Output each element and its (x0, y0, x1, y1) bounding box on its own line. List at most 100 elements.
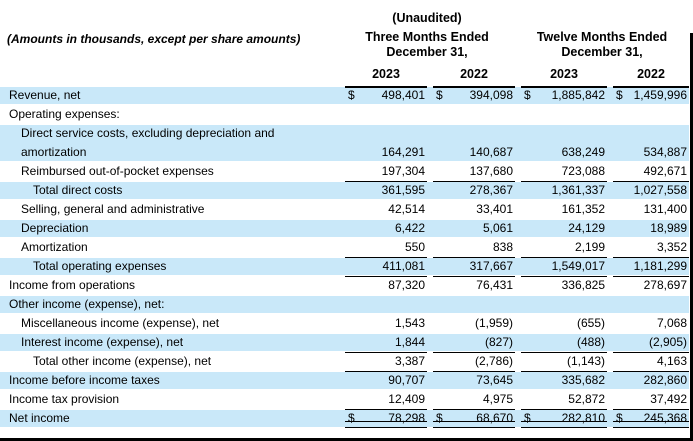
row-value: 5,061 (433, 219, 515, 238)
table-row: Miscellaneous income (expense), net 1,543… (0, 314, 689, 333)
value-text: 68,670 (476, 411, 513, 425)
row-value-cell: 1,549,017 (515, 257, 607, 277)
value-text: 1,549,017 (551, 259, 605, 273)
row-label: Income from operations (9, 278, 136, 292)
row-label: Interest income (expense), net (21, 335, 184, 349)
value-text: 90,707 (388, 373, 425, 387)
twelve-months-line1: Twelve Months Ended (536, 30, 668, 44)
row-value: 336,825 (521, 276, 607, 295)
value-text: 7,068 (656, 316, 687, 330)
row-value: 411,081 (345, 257, 427, 277)
row-value: 1,844 (345, 333, 427, 353)
row-value: 131,400 (613, 200, 689, 219)
value-text: 161,352 (561, 202, 605, 216)
amounts-note: (Amounts in thousands, except per share … (7, 32, 301, 46)
row-value: 52,872 (521, 390, 607, 410)
row-value: 164,291 (345, 124, 427, 162)
table-row: Selling, general and administrative 42,51… (0, 200, 689, 219)
value-text: 278,367 (469, 183, 513, 197)
row-value-cell: 76,431 (427, 276, 515, 295)
row-value: $78,298 (345, 409, 427, 428)
value-text: 282,860 (643, 373, 687, 387)
row-label: Income tax provision (9, 392, 120, 406)
row-value: $1,459,996 (613, 86, 689, 105)
unaudited-label: (Unaudited) (392, 11, 462, 25)
value-text: 12,409 (388, 392, 425, 406)
row-value: (1,143) (521, 352, 607, 372)
row-value: 335,682 (521, 371, 607, 390)
table-row: Income before income taxes 90,707 73,645 33… (0, 371, 689, 390)
row-value-cell: 3,352 (607, 238, 689, 258)
value-text: (488) (576, 335, 605, 349)
value-text: 411,081 (382, 259, 426, 273)
dollar-sign: $ (436, 411, 443, 425)
table-row: Total other income (expense), net 3,387 (2… (0, 352, 689, 372)
row-value: 161,352 (521, 200, 607, 219)
value-text: 4,163 (656, 354, 687, 368)
dollar-sign: $ (348, 411, 355, 425)
value-text: 394,098 (469, 88, 513, 102)
row-value: 838 (433, 238, 515, 258)
value-text: 42,514 (388, 202, 425, 216)
dollar-sign: $ (616, 411, 623, 425)
value-text: (2,786) (474, 354, 513, 368)
row-value: 140,687 (433, 124, 515, 162)
row-value: 492,671 (613, 162, 689, 182)
year-column-header: 2023 (515, 62, 607, 88)
value-text: 1,027,558 (633, 183, 687, 197)
row-value-cell: 2,199 (515, 238, 607, 258)
row-value-cell: (2,786) (427, 352, 515, 372)
value-text: 1,885,842 (551, 88, 605, 102)
row-value: $1,885,842 (521, 86, 607, 105)
row-value-cell: 131,400 (607, 200, 689, 219)
row-value: 1,549,017 (521, 257, 607, 277)
statement-body: Revenue, net $498,401 $394,098 $1,885,842 $1… (0, 86, 689, 428)
value-text: 197,304 (381, 164, 425, 178)
row-value: 723,088 (521, 162, 607, 182)
row-value: 1,543 (345, 314, 427, 333)
row-value (613, 105, 689, 124)
row-value-cell (515, 295, 607, 314)
row-label: Revenue, net (9, 88, 81, 102)
value-text: 33,401 (476, 202, 513, 216)
three-months-line1: Three Months Ended (365, 30, 489, 44)
value-text: 498,401 (381, 88, 425, 102)
row-value-cell: 723,088 (515, 162, 607, 182)
table-row: Other income (expense), net: (0, 295, 689, 314)
row-value-cell: 37,492 (607, 390, 689, 410)
row-value-cell: 1,361,337 (515, 181, 607, 200)
value-text: 1,543 (394, 316, 425, 330)
row-value-cell (515, 105, 607, 124)
row-value: 12,409 (345, 390, 427, 410)
row-value: 4,163 (613, 352, 689, 372)
value-text: 282,810 (561, 411, 605, 425)
table-row: Income tax provision 12,409 4,975 52,872 37,… (0, 390, 689, 410)
row-label: Depreciation (21, 221, 89, 235)
income-statement-table: (Unaudited) (Amounts in thousands, excep… (0, 11, 689, 428)
value-text: (655) (576, 316, 605, 330)
row-value (345, 105, 427, 124)
row-label: Amortization (21, 240, 88, 254)
dollar-sign: $ (348, 88, 355, 102)
year-column-header: 2023 (339, 62, 427, 88)
value-text: 6,422 (394, 221, 425, 235)
row-value-cell: 411,081 (339, 257, 427, 277)
value-text: 278,697 (643, 278, 687, 292)
year-header-row: 2023 2022 2023 2022 (0, 62, 689, 88)
row-value-cell: 550 (339, 238, 427, 258)
row-value-cell: 164,291 (339, 124, 427, 162)
row-value: 1,181,299 (613, 257, 689, 277)
row-value-cell (339, 105, 427, 124)
row-value: 73,645 (433, 371, 515, 390)
row-value-cell: $68,670 (427, 409, 515, 428)
value-text: (1,959) (474, 316, 513, 330)
row-label: Reimbursed out-of-pocket expenses (21, 164, 214, 178)
value-text: 140,687 (469, 145, 513, 159)
row-value-cell: 52,872 (515, 390, 607, 410)
row-value-cell: 197,304 (339, 162, 427, 182)
table-row: Income from operations 87,320 76,431 336,82… (0, 276, 689, 295)
value-text: 838 (492, 240, 513, 254)
row-value: 6,422 (345, 219, 427, 238)
row-value-cell: 4,975 (427, 390, 515, 410)
